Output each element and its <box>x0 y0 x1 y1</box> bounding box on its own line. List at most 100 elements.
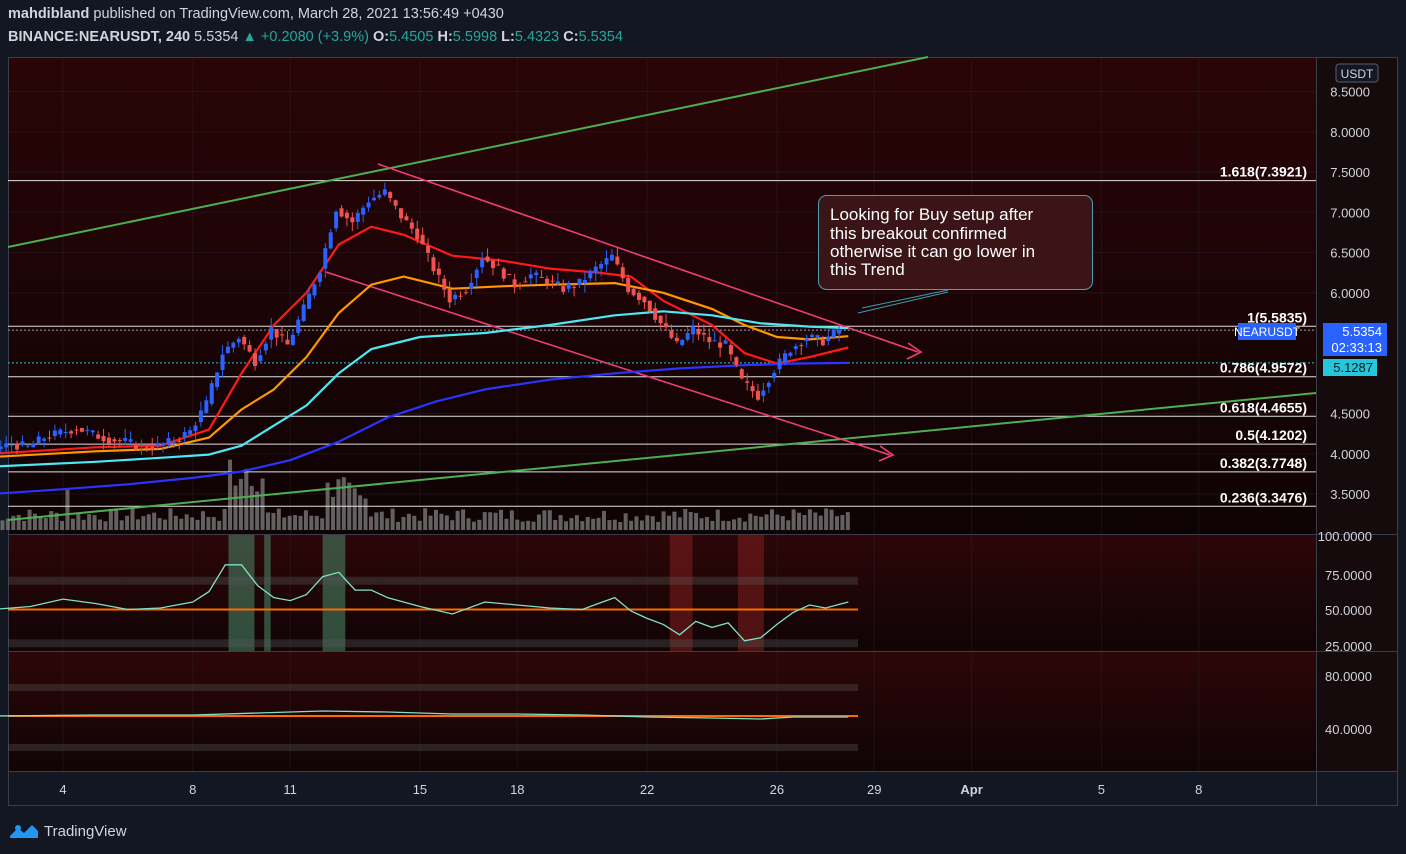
callout-box <box>818 195 1093 290</box>
candle-body <box>85 429 90 431</box>
candle-body <box>582 280 587 284</box>
channel-lower-line <box>325 271 891 456</box>
brand-name: TradingView <box>44 822 127 840</box>
volume-bar <box>423 508 428 530</box>
candle-body <box>426 246 431 253</box>
candle-body <box>572 286 577 288</box>
volume-bar <box>742 521 747 530</box>
candle-body <box>258 355 263 362</box>
volume-bar <box>368 516 373 530</box>
candle-body <box>664 323 669 328</box>
volume-bar <box>759 516 764 530</box>
candle-body <box>772 372 777 379</box>
volume-bar <box>466 518 471 530</box>
price-change: +0.2080 (+3.9%) <box>260 29 369 45</box>
volume-bar <box>5 518 10 530</box>
osc2-line <box>0 710 849 720</box>
candle-body <box>269 327 274 340</box>
volume-bar <box>43 518 48 530</box>
candle-body <box>837 330 842 334</box>
volume-bar <box>596 517 601 530</box>
footer-brand[interactable]: TradingView <box>8 820 127 842</box>
candle-body <box>658 315 663 324</box>
candle-body <box>734 357 739 366</box>
symbol-name[interactable]: BINANCE:NEARUSDT, 240 <box>8 29 191 45</box>
candle-body <box>47 437 52 439</box>
candle-body <box>220 354 225 371</box>
candle-body <box>177 440 182 442</box>
candle-body <box>307 293 312 309</box>
volume-bar <box>515 519 520 530</box>
candle-body <box>15 444 20 450</box>
candle-body <box>377 194 382 198</box>
oscillators <box>0 564 858 751</box>
oscillator-highlight <box>228 535 255 651</box>
candle-body <box>144 447 149 449</box>
time-tick: 8 <box>1195 782 1202 797</box>
published-text: published on TradingView.com, March 28, … <box>93 6 504 22</box>
volume-bar <box>526 520 531 530</box>
osc1-lower-band <box>8 639 858 648</box>
oscillator-highlight <box>669 535 693 651</box>
volume-bar <box>607 520 612 530</box>
candle-body <box>198 410 203 423</box>
candle-body <box>79 427 84 432</box>
volume-bar <box>688 511 693 530</box>
volume-bar <box>385 518 390 530</box>
publication-line: mahdibland published on TradingView.com,… <box>8 6 504 22</box>
volume-bar <box>16 514 21 530</box>
candle-body <box>777 358 782 370</box>
volume-bars <box>0 459 850 530</box>
candle-body <box>799 345 804 347</box>
candle-body <box>20 441 25 446</box>
volume-bar <box>433 509 438 530</box>
time-tick: 29 <box>867 782 881 797</box>
fib-level-label: 1.618(7.3921) <box>1220 164 1307 180</box>
volume-bar <box>732 519 737 530</box>
volume-bar <box>97 519 102 530</box>
candle-body <box>155 442 160 447</box>
candle-body <box>128 439 133 442</box>
volume-bar <box>623 513 628 530</box>
author-name[interactable]: mahdibland <box>8 6 90 22</box>
volume-bar <box>130 508 135 530</box>
candle-body <box>469 282 474 289</box>
countdown-text: 02:33:13 <box>1331 340 1382 355</box>
volume-bar <box>125 515 130 530</box>
volume-bar <box>114 508 119 530</box>
volume-bar <box>184 514 189 530</box>
chart-border <box>8 57 1398 806</box>
candle-body <box>90 430 95 433</box>
volume-bar <box>49 511 54 530</box>
time-axis-bg[interactable] <box>8 772 1398 806</box>
volume-bar <box>661 511 666 530</box>
candle-body <box>182 432 187 438</box>
volume-bar <box>612 519 617 530</box>
candle-body <box>680 339 685 346</box>
candle-body <box>647 300 652 312</box>
fibonacci-levels: 1.618(7.3921) 1(5.5835) 0.786(4.9572) 0.618… <box>8 164 1316 507</box>
fib-level-label: 0.236(3.3476) <box>1220 489 1307 505</box>
upper-green-trendline <box>7 56 929 248</box>
volume-bar <box>450 520 455 530</box>
volume-bar <box>764 514 769 530</box>
candle-body <box>323 248 328 269</box>
volume-bar <box>721 520 726 530</box>
volume-bar <box>336 479 341 530</box>
candle-body <box>739 369 744 379</box>
candle-body <box>550 280 555 282</box>
candle-body <box>761 390 766 396</box>
volume-bar <box>341 477 346 530</box>
close-value: 5.5354 <box>578 29 623 45</box>
candle-body <box>609 254 614 261</box>
candle-body <box>653 308 658 320</box>
candle-body <box>539 276 544 278</box>
time-tick: 5 <box>1098 782 1105 797</box>
volume-bar <box>11 515 16 530</box>
annotation-callout[interactable]: Looking for Buy setup after this breakou… <box>818 195 1093 314</box>
volume-bar <box>748 513 753 530</box>
volume-bar <box>737 517 742 530</box>
volume-bar <box>634 516 639 530</box>
